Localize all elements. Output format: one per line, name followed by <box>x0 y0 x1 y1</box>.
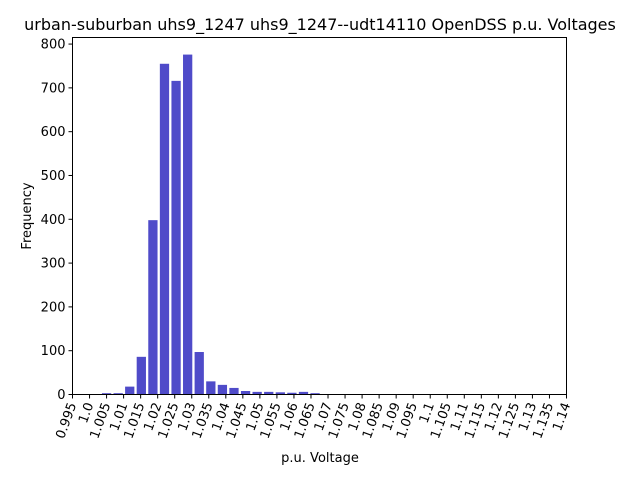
x-tick-label: 1.1 <box>417 401 438 426</box>
y-tick-label: 300 <box>41 257 66 272</box>
chart-title: urban-suburban uhs9_1247 uhs9_1247--udt1… <box>24 15 616 35</box>
histogram-bar <box>287 392 297 395</box>
bars-group <box>101 54 563 395</box>
y-tick-label: 100 <box>41 344 66 359</box>
y-tick-label: 200 <box>41 300 66 315</box>
histogram-bar <box>275 392 285 395</box>
plot-frame <box>72 37 567 395</box>
y-tick-label: 700 <box>41 81 66 96</box>
histogram-bar <box>310 393 320 395</box>
histogram-bar <box>159 63 170 395</box>
y-tick-label: 600 <box>41 125 66 140</box>
histogram-bar <box>171 80 181 395</box>
histogram-bar <box>148 220 158 395</box>
histogram-bar <box>217 384 228 395</box>
x-tick-label: 1.0 <box>76 401 97 426</box>
histogram-bar <box>136 356 146 395</box>
y-axis-label: Frequency <box>20 182 35 249</box>
histogram-bar <box>183 54 193 395</box>
histogram-bar <box>252 391 262 395</box>
histogram-bar <box>101 393 112 395</box>
y-tick-label: 800 <box>41 38 66 53</box>
y-tick-label: 500 <box>41 169 66 184</box>
y-axis-ticks: 0 100 200 300 400 500 600 700 800 <box>41 38 73 403</box>
x-axis-ticks: 0.9951.01.0051.011.0151.021.0251.031.035… <box>53 394 574 441</box>
histogram-bar <box>298 391 309 395</box>
histogram-bar <box>229 387 239 395</box>
histogram-bar <box>113 393 123 395</box>
histogram-bar <box>206 381 216 395</box>
histogram-bar <box>264 391 274 395</box>
histogram-bar <box>240 391 251 395</box>
histogram-bar <box>125 386 135 395</box>
x-axis-label: p.u. Voltage <box>281 451 359 466</box>
y-tick-label: 0 <box>57 388 65 403</box>
histogram-bar <box>194 352 204 395</box>
y-tick-label: 400 <box>41 213 66 228</box>
